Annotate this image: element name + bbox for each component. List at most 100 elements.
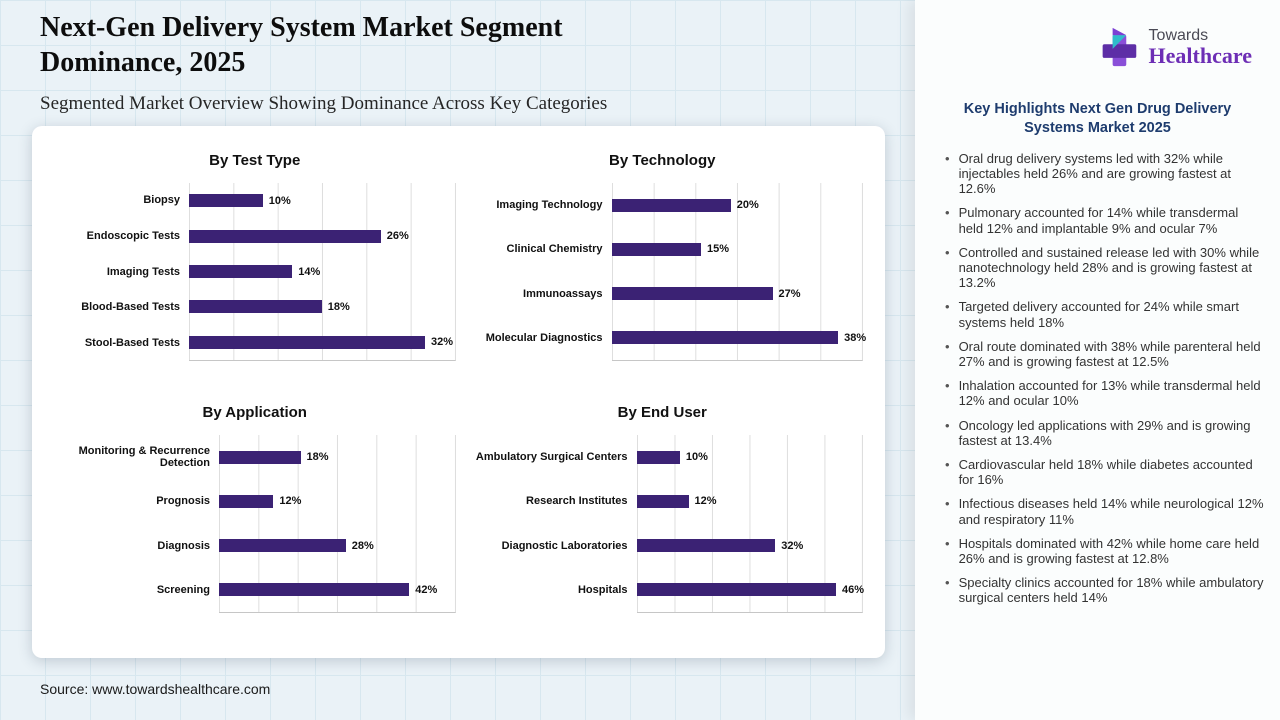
category-label: Biopsy	[143, 194, 180, 207]
bar-value-label: 32%	[781, 539, 804, 552]
category-label: Immunoassays	[523, 287, 603, 300]
highlight-item: • Pulmonary accounted for 14% while trans…	[945, 205, 1264, 235]
bar-value-label: 18%	[327, 300, 350, 313]
highlight-text: Oral route dominated with 38% while pare…	[958, 338, 1261, 369]
category-axis: Biopsy Endoscopic Tests Imaging Tests Blood…	[54, 183, 189, 361]
page-title: Next-Gen Delivery System Market Segment …	[40, 12, 563, 78]
chart-title: By End User	[617, 404, 707, 421]
highlight-text: Cardiovascular held 18% while diabetes a…	[958, 456, 1253, 488]
logo-text: Towards Healthcare	[1149, 27, 1252, 68]
bar	[219, 450, 301, 464]
bar-row: 42%	[219, 568, 455, 612]
bar-value-label: 27%	[778, 287, 801, 300]
category-label: Prognosis	[156, 495, 210, 508]
bullet-icon: •	[945, 456, 950, 472]
highlight-text: Controlled and sustained release led wit…	[958, 244, 1260, 291]
bar-row: 46%	[636, 568, 864, 612]
bar-row: 28%	[219, 524, 455, 568]
highlight-text: Inhalation accounted for 13% while trans…	[958, 378, 1261, 409]
highlight-item: • Oncology led applications with 29% and …	[945, 418, 1264, 448]
bar-value-label: 38%	[844, 331, 867, 344]
bar	[189, 229, 381, 243]
chart-by-application: By Application Monitoring & Recurrence De…	[54, 404, 456, 628]
highlight-item: • Inhalation accounted for 13% while tran…	[945, 378, 1264, 408]
header: Next-Gen Delivery System Market Segment …	[40, 10, 660, 115]
bar-value-label: 10%	[685, 451, 708, 464]
highlight-item: • Specialty clinics accounted for 18% whi…	[945, 575, 1264, 605]
bar-value-label: 46%	[841, 583, 864, 596]
bar-row: 32%	[636, 524, 863, 568]
bar-value-label: 20%	[736, 199, 759, 212]
bar-value-label: 12%	[279, 495, 302, 508]
bar	[189, 300, 322, 314]
category-label: Stool-Based Tests	[84, 336, 180, 349]
category-label: Screening	[156, 584, 210, 597]
bar	[636, 494, 689, 508]
bar-row: 10%	[636, 435, 863, 479]
bullet-icon: •	[945, 417, 950, 433]
highlight-item: • Hospitals dominated with 42% while home…	[945, 536, 1264, 566]
highlight-text: Hospitals dominated with 42% while home …	[958, 535, 1260, 566]
highlights-heading: Key Highlights Next Gen Drug Delivery Sy…	[963, 101, 1232, 136]
highlight-item: • Infectious diseases held 14% while neur…	[945, 496, 1264, 526]
chart-title: By Test Type	[209, 152, 301, 169]
chart-body: Imaging Technology Clinical Chemistry Immu…	[462, 183, 867, 361]
chart-by-end-user: By End User Ambulatory Surgical Centers Re…	[462, 404, 864, 628]
bar-row: 18%	[219, 435, 455, 479]
category-label: Monitoring & Recurrence Detection	[78, 444, 210, 470]
category-label: Molecular Diagnostics	[485, 332, 603, 345]
bar	[219, 494, 274, 508]
bar-row: 26%	[189, 218, 455, 253]
bar	[636, 583, 836, 597]
bar-row: 32%	[189, 325, 455, 360]
logo: Towards Healthcare	[915, 0, 1280, 68]
logo-brand: Healthcare	[1148, 43, 1252, 69]
chart-by-technology: By Technology Imaging Technology Clinical …	[462, 152, 867, 376]
highlight-item: • Cardiovascular held 18% while diabetes …	[945, 457, 1264, 487]
category-label: Diagnosis	[157, 539, 210, 552]
highlight-item: • Oral drug delivery systems led with 32%…	[945, 151, 1264, 197]
plot-area: 10% 26% 14% 18% 32%	[189, 183, 456, 361]
logo-name: Towards	[1148, 26, 1209, 44]
category-axis: Ambulatory Surgical Centers Research Inst…	[462, 435, 637, 613]
bar-row: 14%	[189, 254, 455, 289]
bar-value-label: 28%	[351, 539, 374, 552]
highlights-list: • Oral drug delivery systems led with 32%…	[915, 151, 1280, 606]
bar	[611, 198, 731, 212]
bar-row: 27%	[611, 272, 863, 316]
chart-by-test-type: By Test Type Biopsy Endoscopic Tests Imagin…	[54, 152, 456, 376]
bar-value-label: 12%	[694, 495, 717, 508]
plot-area: 18% 12% 28% 42%	[219, 435, 456, 613]
bar	[219, 539, 346, 553]
category-label: Ambulatory Surgical Centers	[475, 450, 628, 463]
healthcare-plus-icon	[1099, 26, 1139, 68]
highlight-text: Pulmonary accounted for 14% while transd…	[958, 205, 1239, 236]
bar-value-label: 18%	[306, 451, 329, 464]
page-subtitle: Segmented Market Overview Showing Domina…	[40, 93, 608, 114]
highlight-text: Oncology led applications with 29% and i…	[958, 417, 1251, 448]
highlight-text: Oral drug delivery systems led with 32% …	[958, 150, 1232, 197]
bullet-icon: •	[945, 378, 950, 394]
bullet-icon: •	[945, 496, 950, 512]
bar	[611, 331, 839, 345]
bullet-icon: •	[945, 244, 950, 260]
bar-row: 38%	[611, 316, 867, 360]
highlights-panel: Towards Healthcare Key Highlights Next G…	[915, 0, 1280, 720]
bar	[636, 450, 680, 464]
chart-title: By Technology	[609, 152, 716, 169]
bar-row: 10%	[189, 183, 455, 218]
chart-title: By Application	[202, 404, 307, 421]
bar	[611, 287, 773, 301]
chart-body: Ambulatory Surgical Centers Research Inst…	[462, 435, 864, 613]
category-label: Diagnostic Laboratories	[501, 539, 628, 552]
category-label: Hospitals	[577, 584, 628, 597]
chart-canvas-area: Next-Gen Delivery System Market Segment …	[0, 0, 915, 720]
bar-value-label: 42%	[415, 583, 438, 596]
bar	[189, 194, 263, 208]
bar	[189, 265, 293, 279]
category-label: Endoscopic Tests	[86, 230, 180, 243]
bar-value-label: 26%	[386, 230, 409, 243]
bar-row: 20%	[611, 183, 863, 227]
bar-row: 15%	[611, 227, 863, 271]
bullet-icon: •	[945, 535, 950, 551]
